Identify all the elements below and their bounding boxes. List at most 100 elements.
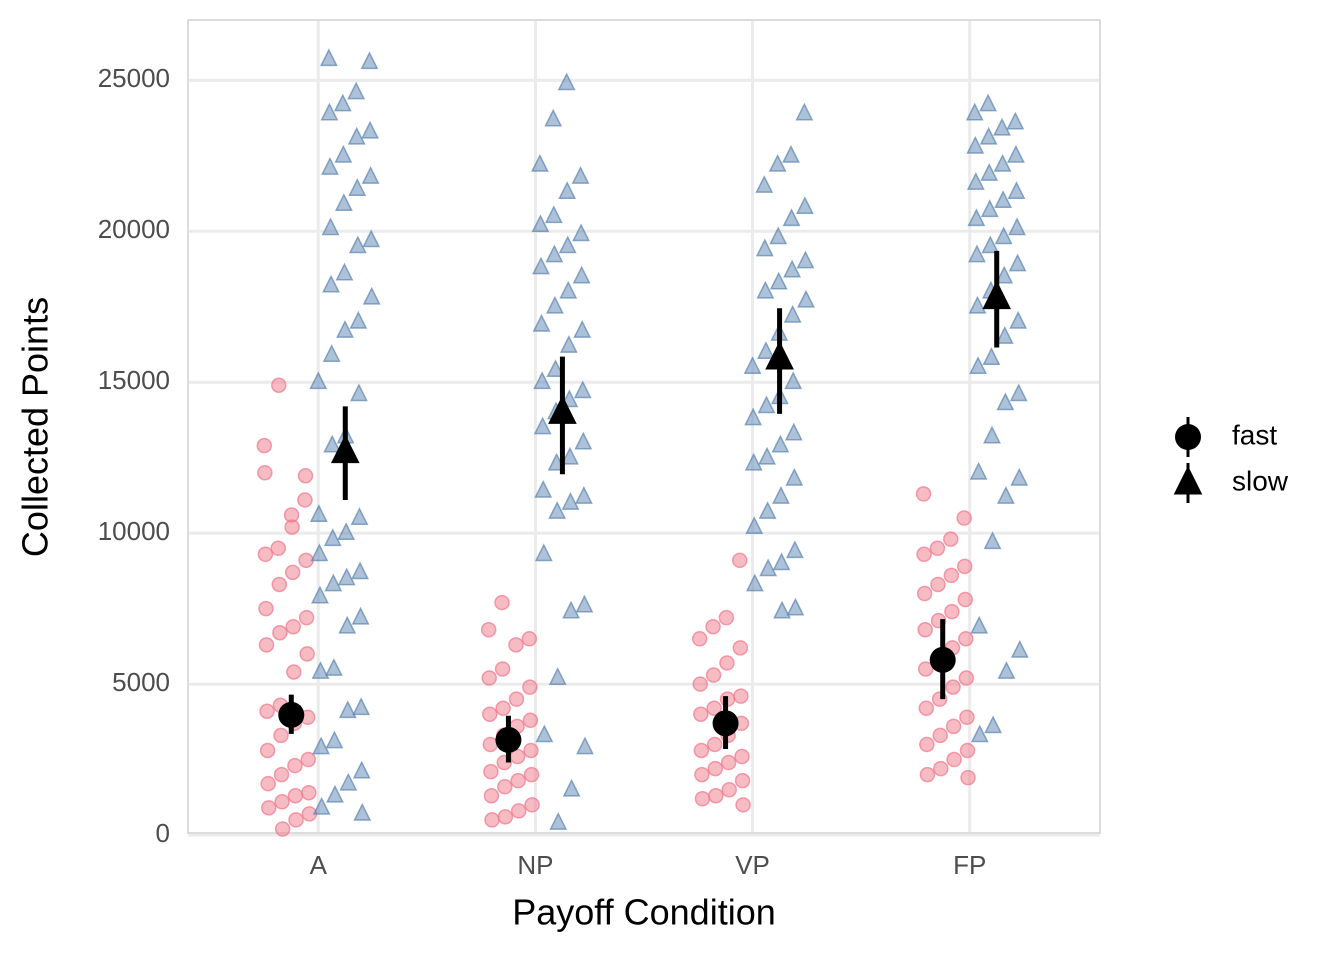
data-point	[309, 504, 328, 522]
data-point	[956, 558, 973, 575]
data-point	[721, 781, 737, 798]
data-point	[522, 679, 538, 695]
y-tick-label: 5000	[112, 667, 170, 697]
data-point	[508, 637, 524, 653]
data-point	[694, 766, 710, 783]
data-point	[301, 784, 317, 801]
legend-key	[1173, 465, 1203, 495]
data-point	[758, 446, 776, 465]
data-point	[916, 585, 933, 602]
data-point	[483, 763, 499, 780]
data-point	[285, 618, 301, 635]
data-point	[732, 552, 748, 569]
data-point	[534, 479, 553, 498]
data-point	[980, 163, 999, 181]
data-point	[919, 766, 936, 783]
data-point	[782, 144, 800, 163]
data-point	[524, 797, 540, 813]
data-point	[915, 486, 932, 502]
data-point	[298, 609, 315, 626]
data-point	[351, 561, 369, 580]
data-point	[693, 706, 709, 723]
data-point	[997, 661, 1016, 679]
mean-marker	[929, 646, 956, 673]
data-point	[325, 730, 344, 749]
panel-border	[187, 19, 1101, 834]
data-point	[783, 304, 802, 323]
data-point	[572, 265, 591, 284]
data-point	[979, 126, 998, 145]
data-point	[494, 661, 511, 677]
data-point	[769, 271, 788, 290]
data-point	[338, 700, 357, 719]
data-point	[273, 766, 290, 783]
data-point	[783, 259, 802, 278]
data-point	[933, 760, 949, 777]
x-tick-label: A	[310, 850, 328, 880]
data-point	[719, 655, 735, 671]
data-point	[769, 226, 788, 245]
data-point	[757, 395, 776, 414]
data-point	[350, 507, 369, 525]
data-point	[337, 567, 356, 586]
data-point	[508, 691, 525, 707]
data-point	[929, 540, 946, 556]
data-point	[562, 778, 581, 797]
data-point	[1008, 253, 1027, 272]
data-point	[497, 778, 513, 795]
data-point	[312, 736, 330, 755]
data-point	[559, 280, 578, 299]
data-point	[336, 319, 354, 338]
data-point	[994, 190, 1013, 209]
data-point	[797, 289, 815, 308]
data-point	[782, 208, 801, 227]
y-tick-label: 15000	[98, 365, 170, 395]
data-point	[968, 244, 986, 263]
data-point	[270, 540, 286, 556]
data-point	[996, 486, 1015, 504]
data-point	[535, 724, 554, 743]
data-point	[497, 809, 514, 825]
data-point	[259, 703, 275, 719]
data-point	[320, 102, 339, 121]
data-point	[323, 528, 342, 547]
data-point	[785, 540, 804, 559]
data-point	[288, 812, 304, 828]
data-point	[773, 600, 791, 619]
data-point	[917, 661, 934, 677]
data-point	[755, 238, 774, 257]
data-point	[969, 356, 987, 375]
data-point	[530, 153, 549, 172]
data-point	[758, 501, 777, 519]
data-point	[521, 631, 538, 647]
y-tick-label: 10000	[98, 516, 170, 546]
x-tick-label: NP	[517, 850, 553, 880]
data-point	[522, 712, 539, 729]
data-point	[735, 797, 751, 813]
data-point	[480, 621, 497, 638]
legend-label: fast	[1232, 419, 1277, 450]
data-point	[743, 356, 762, 375]
data-point	[994, 226, 1013, 245]
data-point	[958, 670, 975, 686]
data-point	[734, 748, 750, 765]
data-point	[733, 688, 749, 704]
data-point	[984, 715, 1003, 734]
data-point	[310, 543, 329, 562]
data-point	[297, 468, 314, 484]
data-point	[334, 193, 353, 212]
mean-marker	[982, 280, 1012, 310]
data-point	[574, 431, 593, 450]
data-point	[271, 576, 288, 593]
data-point	[967, 208, 986, 227]
data-point	[768, 153, 787, 172]
data-point	[795, 102, 814, 121]
data-point	[979, 93, 997, 112]
data-point	[692, 676, 708, 692]
data-point	[785, 467, 804, 486]
data-point	[321, 217, 340, 236]
data-point	[983, 425, 1001, 444]
data-point	[561, 492, 580, 510]
data-point	[772, 486, 790, 504]
mean-marker	[548, 395, 577, 424]
